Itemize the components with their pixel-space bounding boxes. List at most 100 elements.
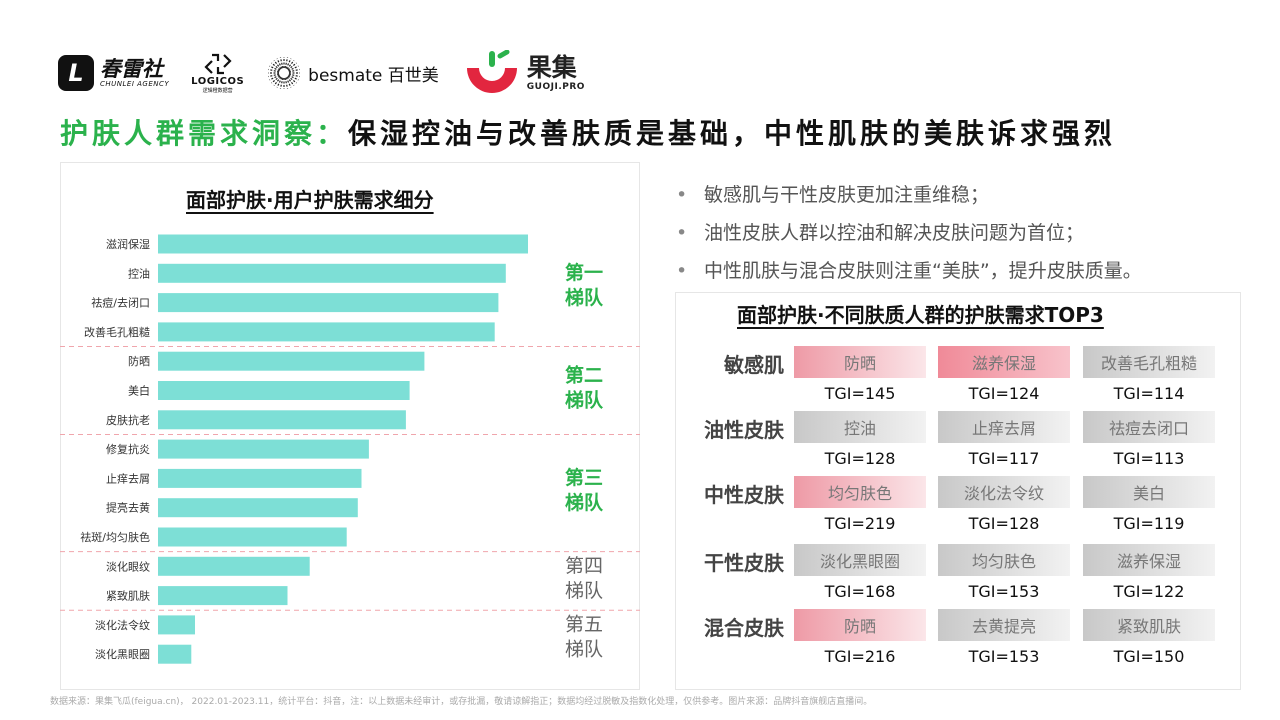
bullet-text: 油性皮肤人群以控油和解决皮肤问题为首位；: [704, 222, 1085, 244]
bar: [158, 351, 425, 371]
guoji-logo-en: GUOJI.PRO: [526, 82, 585, 92]
tgi-value: TGI=128: [968, 514, 1040, 533]
tier-label: 第五梯队: [565, 614, 603, 661]
tgi-value: TGI=114: [1113, 384, 1185, 403]
bar: [158, 381, 410, 400]
need-cell: 控油: [794, 411, 926, 443]
tier-label: 第三梯队: [565, 466, 604, 514]
bar: [158, 527, 347, 547]
skin-type-label: 混合皮肤: [704, 616, 784, 640]
needs-bar-chart: 滋润保湿控油祛痘/去闭口改善毛孔粗糙防晒美白皮肤抗老修复抗炎止痒去屑提亮去黄祛斑…: [60, 234, 640, 664]
chunlei-logo-mark: L: [58, 55, 94, 91]
bar-label: 美白: [128, 384, 150, 398]
tier-label: 第二梯队: [565, 364, 604, 412]
insight-bullet: • 敏感肌与干性皮肤更加注重维稳；: [676, 180, 1142, 218]
insight-bullet: • 油性皮肤人群以控油和解决皮肤问题为首位；: [676, 218, 1142, 256]
bar: [158, 410, 406, 430]
bar-label: 皮肤抗老: [106, 413, 150, 427]
bar-label: 改善毛孔粗糙: [84, 325, 150, 339]
guoji-logo-cn: 果集: [526, 53, 577, 82]
bar: [158, 556, 310, 576]
chunlei-logo-en: CHUNLEI AGENCY: [100, 80, 170, 88]
besmate-burst-icon: [268, 57, 301, 89]
need-cell: 止痒去屑: [938, 411, 1070, 443]
tier-label: 第一梯队: [565, 261, 604, 309]
bar: [158, 234, 528, 254]
headline-body: 保湿控油与改善肤质是基础，中性肌肤的美肤诉求强烈: [348, 117, 1117, 150]
tgi-value: TGI=153: [968, 647, 1040, 666]
guoji-logo: 果集 GUOJI.PRO: [461, 50, 585, 96]
tier-label: 第四梯队: [565, 555, 603, 602]
need-cell: 祛痘去闭口: [1083, 411, 1215, 443]
skin-type-label: 敏感肌: [724, 353, 784, 377]
skin-needs-panel: [675, 292, 1241, 690]
bullet-text: 中性肌肤与混合皮肤则注重“美肤”，提升皮肤质量。: [704, 260, 1142, 282]
insight-bullet: • 中性肌肤与混合皮肤则注重“美肤”，提升皮肤质量。: [676, 256, 1142, 294]
tgi-value: TGI=153: [968, 582, 1040, 601]
skin-needs-title: 面部护肤·不同肤质人群的护肤需求TOP3: [737, 303, 1104, 327]
insight-bullets: • 敏感肌与干性皮肤更加注重维稳； • 油性皮肤人群以控油和解决皮肤问题为首位； • 中性…: [676, 180, 1142, 294]
bar-label: 止痒去屑: [106, 471, 150, 485]
need-cell: 均匀肤色: [794, 476, 926, 508]
skin-type-label: 中性皮肤: [704, 483, 784, 507]
bar-label: 修复抗炎: [106, 442, 150, 456]
page-headline: 护肤人群需求洞察：保湿控油与改善肤质是基础，中性肌肤的美肤诉求强烈: [60, 112, 1116, 152]
bar-label: 祛痘/去闭口: [91, 296, 150, 310]
logicos-logo: LOGICOS 逻辑橙数据营: [191, 52, 244, 94]
skin-type-label: 油性皮肤: [704, 418, 784, 442]
bar-label: 滋润保湿: [106, 237, 150, 251]
bar-label: 淡化眼纹: [106, 559, 150, 573]
tgi-value: TGI=219: [824, 514, 896, 533]
bar: [158, 263, 506, 283]
bar: [158, 586, 288, 606]
skin-type-label: 干性皮肤: [704, 551, 784, 575]
bar-label: 淡化黑眼圈: [95, 647, 150, 661]
bullet-dot-icon: •: [676, 222, 688, 244]
logicos-logo-cn: 逻辑橙数据营: [202, 88, 233, 94]
tgi-value: TGI=216: [824, 647, 896, 666]
bar-label: 祛斑/均匀肤色: [80, 530, 150, 544]
need-cell: 防晒: [794, 346, 926, 378]
bar-label: 提亮去黄: [106, 501, 150, 515]
need-cell: 紧致肌肤: [1083, 609, 1215, 641]
need-cell: 淡化黑眼圈: [794, 544, 926, 576]
source-footnote: 数据来源：果集飞瓜(feigua.cn)， 2022.01-2023.11，统计…: [50, 697, 873, 707]
tgi-value: TGI=113: [1113, 449, 1185, 468]
bar: [158, 468, 362, 488]
logo-bar: L 春雷社 CHUNLEI AGENCY LOGICOS 逻辑橙数据营 besm…: [58, 48, 607, 98]
chunlei-logo: L 春雷社 CHUNLEI AGENCY: [58, 55, 169, 91]
bar: [158, 615, 195, 635]
logicos-logo-en: LOGICOS: [191, 76, 245, 87]
besmate-logo: besmate 百世美: [266, 55, 439, 91]
need-cell: 去黄提亮: [938, 609, 1070, 641]
chunlei-logo-cn: 春雷社: [100, 56, 163, 81]
bar-label: 淡化法令纹: [95, 618, 150, 632]
need-cell: 淡化法令纹: [938, 476, 1070, 508]
bullet-dot-icon: •: [676, 184, 688, 206]
need-cell: 滋养保湿: [938, 346, 1070, 378]
besmate-logo-text: besmate 百世美: [308, 65, 439, 86]
headline-highlight: 护肤人群需求洞察：: [60, 117, 349, 150]
bar-label: 防晒: [128, 354, 150, 368]
needs-chart-panel: [60, 162, 640, 690]
bar: [158, 439, 369, 459]
logicos-mark-icon: [204, 53, 232, 75]
bar: [158, 644, 192, 664]
bullet-dot-icon: •: [676, 260, 688, 282]
need-cell: 美白: [1083, 476, 1215, 508]
need-cell: 防晒: [794, 609, 926, 641]
tgi-value: TGI=168: [824, 582, 896, 601]
tgi-value: TGI=145: [824, 384, 896, 403]
tgi-value: TGI=117: [968, 449, 1040, 468]
bar: [158, 498, 358, 518]
needs-chart-title: 面部护肤·用户护肤需求细分: [186, 188, 434, 212]
need-cell: 改善毛孔粗糙: [1083, 346, 1215, 378]
need-cell: 均匀肤色: [938, 544, 1070, 576]
guoji-mark-icon: [466, 50, 517, 93]
bar: [158, 322, 495, 342]
tgi-value: TGI=128: [824, 449, 896, 468]
bar: [158, 293, 499, 313]
tgi-value: TGI=122: [1113, 582, 1185, 601]
need-cell: 滋养保湿: [1083, 544, 1215, 576]
tgi-value: TGI=119: [1113, 514, 1185, 533]
